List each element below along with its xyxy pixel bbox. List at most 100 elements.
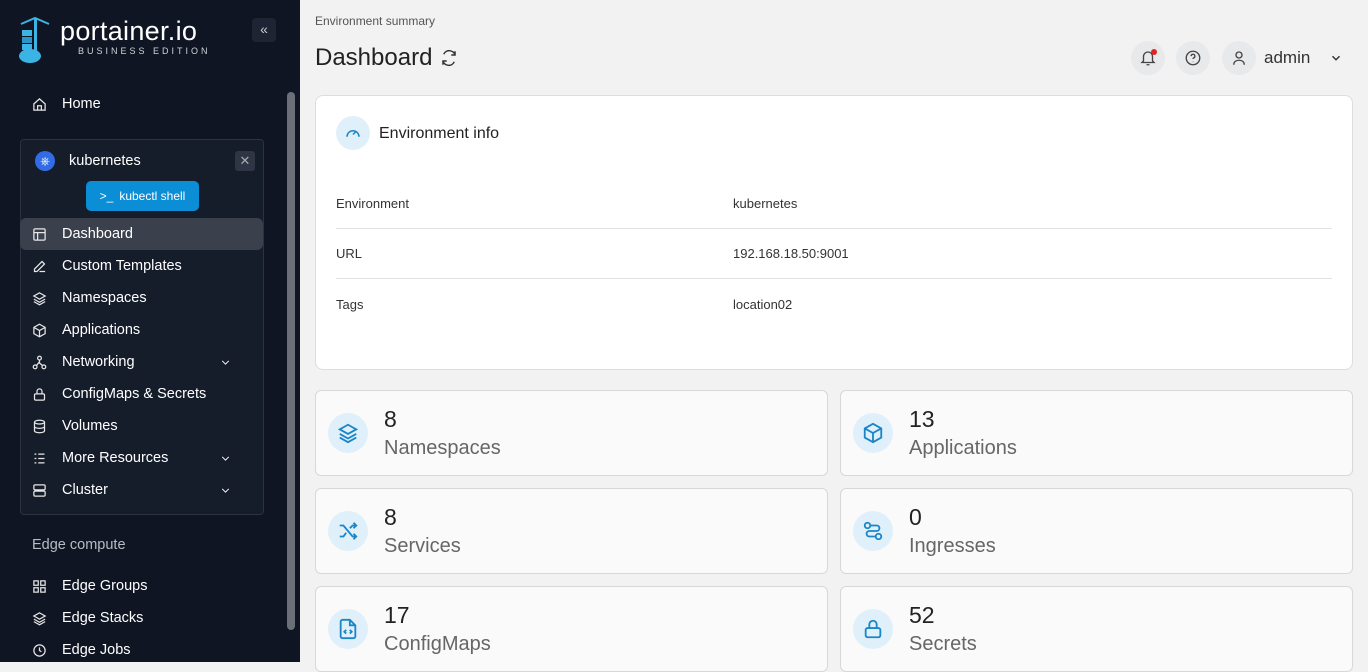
services-icon: [339, 522, 358, 540]
card-title: Environment info: [379, 125, 500, 142]
configmaps-icon: [339, 618, 357, 640]
applications-icon: [33, 323, 46, 337]
stat-label: Applications: [909, 437, 1017, 459]
page-title: Dashboard: [315, 44, 458, 72]
sidebar-item-label: Applications: [62, 322, 141, 338]
sidebar-item-edge-groups[interactable]: Edge Groups: [20, 570, 263, 602]
cluster-icon: [33, 483, 46, 497]
section-heading: Edge compute: [32, 537, 126, 553]
stat-value: 8: [384, 504, 397, 530]
main-content: Environment summary Dashboard admin Envi…: [300, 0, 1368, 672]
dashboard-icon: [33, 227, 46, 241]
ingresses-icon: [863, 521, 883, 541]
sidebar-item-edge-jobs[interactable]: Edge Jobs: [20, 634, 263, 666]
sidebar-item-configmaps-secrets[interactable]: ConfigMaps & Secrets: [20, 378, 263, 410]
info-row: Tags location02: [336, 279, 1332, 329]
sidebar-item-label: Dashboard: [62, 226, 133, 242]
stat-card-applications[interactable]: 13 Applications: [840, 390, 1353, 476]
stat-label: Services: [384, 535, 461, 557]
edge-groups-icon: [33, 579, 46, 593]
environment-name: kubernetes: [69, 153, 141, 169]
chevron-down-icon[interactable]: [1329, 51, 1343, 65]
info-row: URL 192.168.18.50:9001: [336, 229, 1332, 279]
namespaces-icon: [337, 423, 359, 444]
bell-icon: [1140, 51, 1156, 66]
stat-value: 13: [909, 406, 935, 432]
sidebar: portainer.io BUSINESS EDITION « Home ⎈ ku…: [0, 0, 300, 662]
terminal-icon: >_: [99, 189, 114, 203]
sidebar-item-custom-templates[interactable]: Custom Templates: [20, 250, 263, 282]
sidebar-item-volumes[interactable]: Volumes: [20, 410, 263, 442]
notifications-button[interactable]: [1131, 41, 1165, 75]
button-label: kubectl shell: [119, 189, 186, 203]
stat-value: 8: [384, 406, 397, 432]
stat-card-ingresses[interactable]: 0 Ingresses: [840, 488, 1353, 574]
chevron-down-icon[interactable]: [219, 484, 232, 497]
collapse-sidebar-button[interactable]: «: [252, 18, 276, 42]
sidebar-item-networking[interactable]: Networking: [20, 346, 263, 378]
brand-name: portainer.io: [60, 16, 198, 46]
sidebar-item-edge-stacks[interactable]: Edge Stacks: [20, 602, 263, 634]
sidebar-item-more-resources[interactable]: More Resources: [20, 442, 263, 474]
stat-label: Ingresses: [909, 535, 996, 557]
chevron-down-icon[interactable]: [219, 452, 232, 465]
username[interactable]: admin: [1264, 48, 1311, 67]
edge-stacks-icon: [32, 611, 47, 625]
sidebar-item-dashboard[interactable]: Dashboard: [20, 218, 263, 250]
stat-value: 17: [384, 602, 410, 628]
sidebar-item-label: Edge Stacks: [62, 610, 144, 626]
networking-icon: [32, 355, 47, 369]
stat-value: 0: [909, 504, 922, 530]
info-value: 192.168.18.50:9001: [733, 246, 849, 261]
breadcrumb[interactable]: Environment summary: [315, 14, 436, 28]
sidebar-item-label: Custom Templates: [62, 258, 182, 274]
environment-info-card: Environment info Environment kubernetes UR…: [315, 95, 1353, 370]
edge-jobs-icon: [33, 643, 46, 657]
kubectl-shell-button[interactable]: >_ kubectl shell: [86, 181, 199, 211]
sidebar-scrollbar[interactable]: [287, 92, 295, 630]
stat-card-namespaces[interactable]: 8 Namespaces: [315, 390, 828, 476]
help-button[interactable]: [1176, 41, 1210, 75]
sidebar-item-label: Volumes: [62, 418, 118, 434]
applications-icon: [863, 422, 883, 444]
sidebar-item-home[interactable]: Home: [20, 88, 263, 120]
stat-card-secrets[interactable]: 52 Secrets: [840, 586, 1353, 672]
crane-logo-icon: [19, 16, 50, 63]
sidebar-item-cluster[interactable]: Cluster: [20, 474, 263, 506]
sidebar-item-label: Edge Groups: [62, 578, 148, 594]
info-row: Environment kubernetes: [336, 179, 1332, 229]
sidebar-item-applications[interactable]: Applications: [20, 314, 263, 346]
user-menu-button[interactable]: [1222, 41, 1256, 75]
home-icon: [33, 97, 46, 111]
stat-label: ConfigMaps: [384, 633, 491, 655]
gauge-icon: [346, 130, 360, 137]
stat-label: Namespaces: [384, 437, 501, 459]
volumes-icon: [33, 419, 46, 433]
info-value: kubernetes: [733, 196, 798, 211]
stat-card-configmaps[interactable]: 17 ConfigMaps: [315, 586, 828, 672]
stat-card-services[interactable]: 8 Services: [315, 488, 828, 574]
stat-value: 52: [909, 602, 935, 628]
user-icon: [1233, 51, 1245, 65]
sidebar-item-label: Home: [62, 96, 101, 112]
more-resources-icon: [34, 453, 45, 463]
notification-dot: [1151, 49, 1157, 55]
help-icon: [1185, 50, 1201, 66]
kubernetes-icon: ⎈: [35, 151, 55, 171]
portainer-logo[interactable]: portainer.io BUSINESS EDITION: [18, 16, 211, 64]
sidebar-item-namespaces[interactable]: Namespaces: [20, 282, 263, 314]
close-environment-button[interactable]: ✕: [235, 151, 255, 171]
info-value: location02: [733, 296, 793, 312]
title-text: Dashboard: [315, 44, 433, 71]
custom-templates-icon: [33, 260, 46, 272]
sidebar-item-label: ConfigMaps & Secrets: [62, 386, 207, 402]
info-label: Tags: [336, 296, 364, 312]
sidebar-item-label: More Resources: [62, 450, 169, 466]
namespaces-icon: [32, 291, 47, 305]
environment-panel: ⎈ kubernetes ✕ >_ kubectl shell: [20, 139, 264, 515]
info-label: URL: [336, 246, 363, 261]
brand-edition: BUSINESS EDITION: [78, 46, 211, 56]
chevron-down-icon[interactable]: [219, 356, 232, 369]
refresh-icon[interactable]: [440, 49, 458, 67]
sidebar-item-label: Edge Jobs: [62, 642, 131, 658]
